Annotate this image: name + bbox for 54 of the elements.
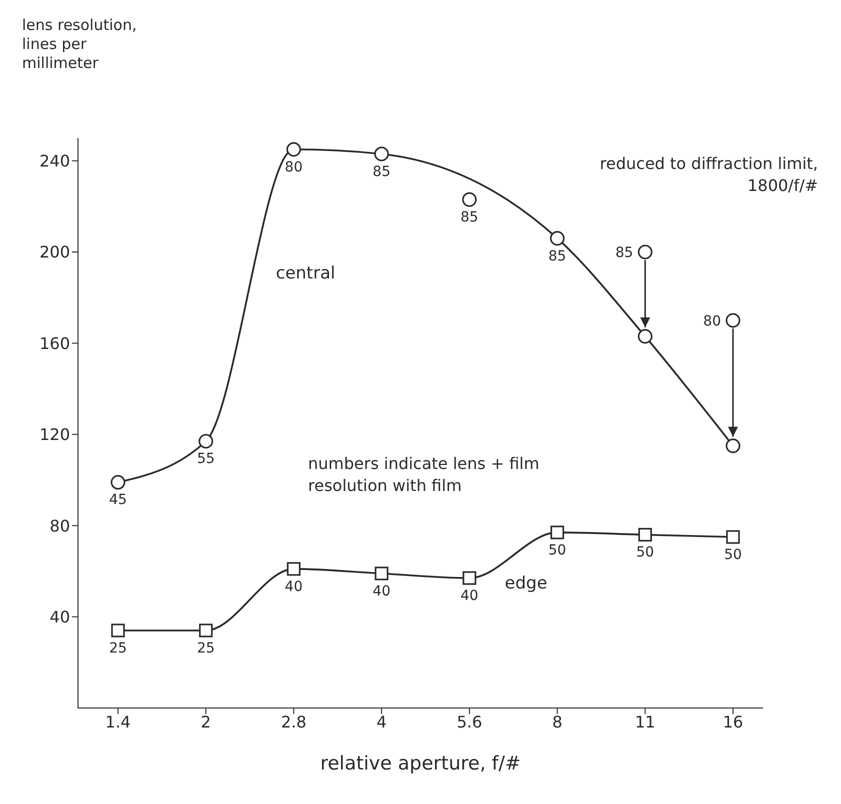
point [726,530,740,544]
point [550,526,564,540]
series-label: edge [504,574,548,594]
y-tick-label: 120 [39,425,70,444]
series-label: central [276,264,336,284]
point [550,231,565,246]
annotation: 80 [284,159,303,176]
annotation: 80 [703,313,721,330]
point [374,566,388,580]
y-axis-title: lens resolution, lines per millimeter [22,16,138,73]
annotation: 40 [284,578,303,595]
annotation: 85 [615,244,634,261]
x-tick-label: 1.4 [105,712,131,732]
x-tick-label: 8 [552,712,562,732]
x-tick-label: 2.8 [280,712,306,732]
point [111,624,125,638]
point [110,474,126,490]
annotation: 55 [196,451,215,468]
annotation: 85 [460,210,478,226]
annotation: 40 [372,583,390,600]
y-tick-label: 200 [39,242,70,262]
y-tick-label: 240 [39,151,70,170]
point [726,438,740,454]
point [286,142,302,157]
annotation: 50 [548,542,566,558]
x-tick-label: 16 [722,712,744,732]
point [638,329,652,344]
annotation: 50 [724,546,742,563]
annotation: 85 [372,164,390,180]
annotation: 40 [460,588,478,604]
point [638,528,652,542]
point [462,192,477,207]
point [638,244,652,260]
y-tick-label: 80 [50,516,70,536]
annotation: 25 [196,640,215,656]
x-tick-label: 5.6 [456,712,482,732]
x-axis-title: relative aperture, f/# [320,752,521,774]
point [374,146,389,162]
x-tick-label: 2 [200,712,211,732]
annotation: numbers indicate lens + film resolution with film [308,453,540,497]
annotation: 50 [636,544,654,561]
point [286,562,301,576]
annotation: 85 [548,248,566,264]
y-tick-label: 160 [39,334,70,353]
x-tick-label: 4 [376,712,387,732]
point [199,624,213,638]
point [726,313,740,328]
point [198,434,214,449]
y-tick-label: 40 [50,607,70,626]
x-tick-label: 11 [634,712,656,732]
annotation: 45 [109,492,127,508]
point [462,571,476,585]
annotation: reduced to diffraction limit, 1800/f/# [598,153,818,197]
annotation: 25 [109,640,127,656]
